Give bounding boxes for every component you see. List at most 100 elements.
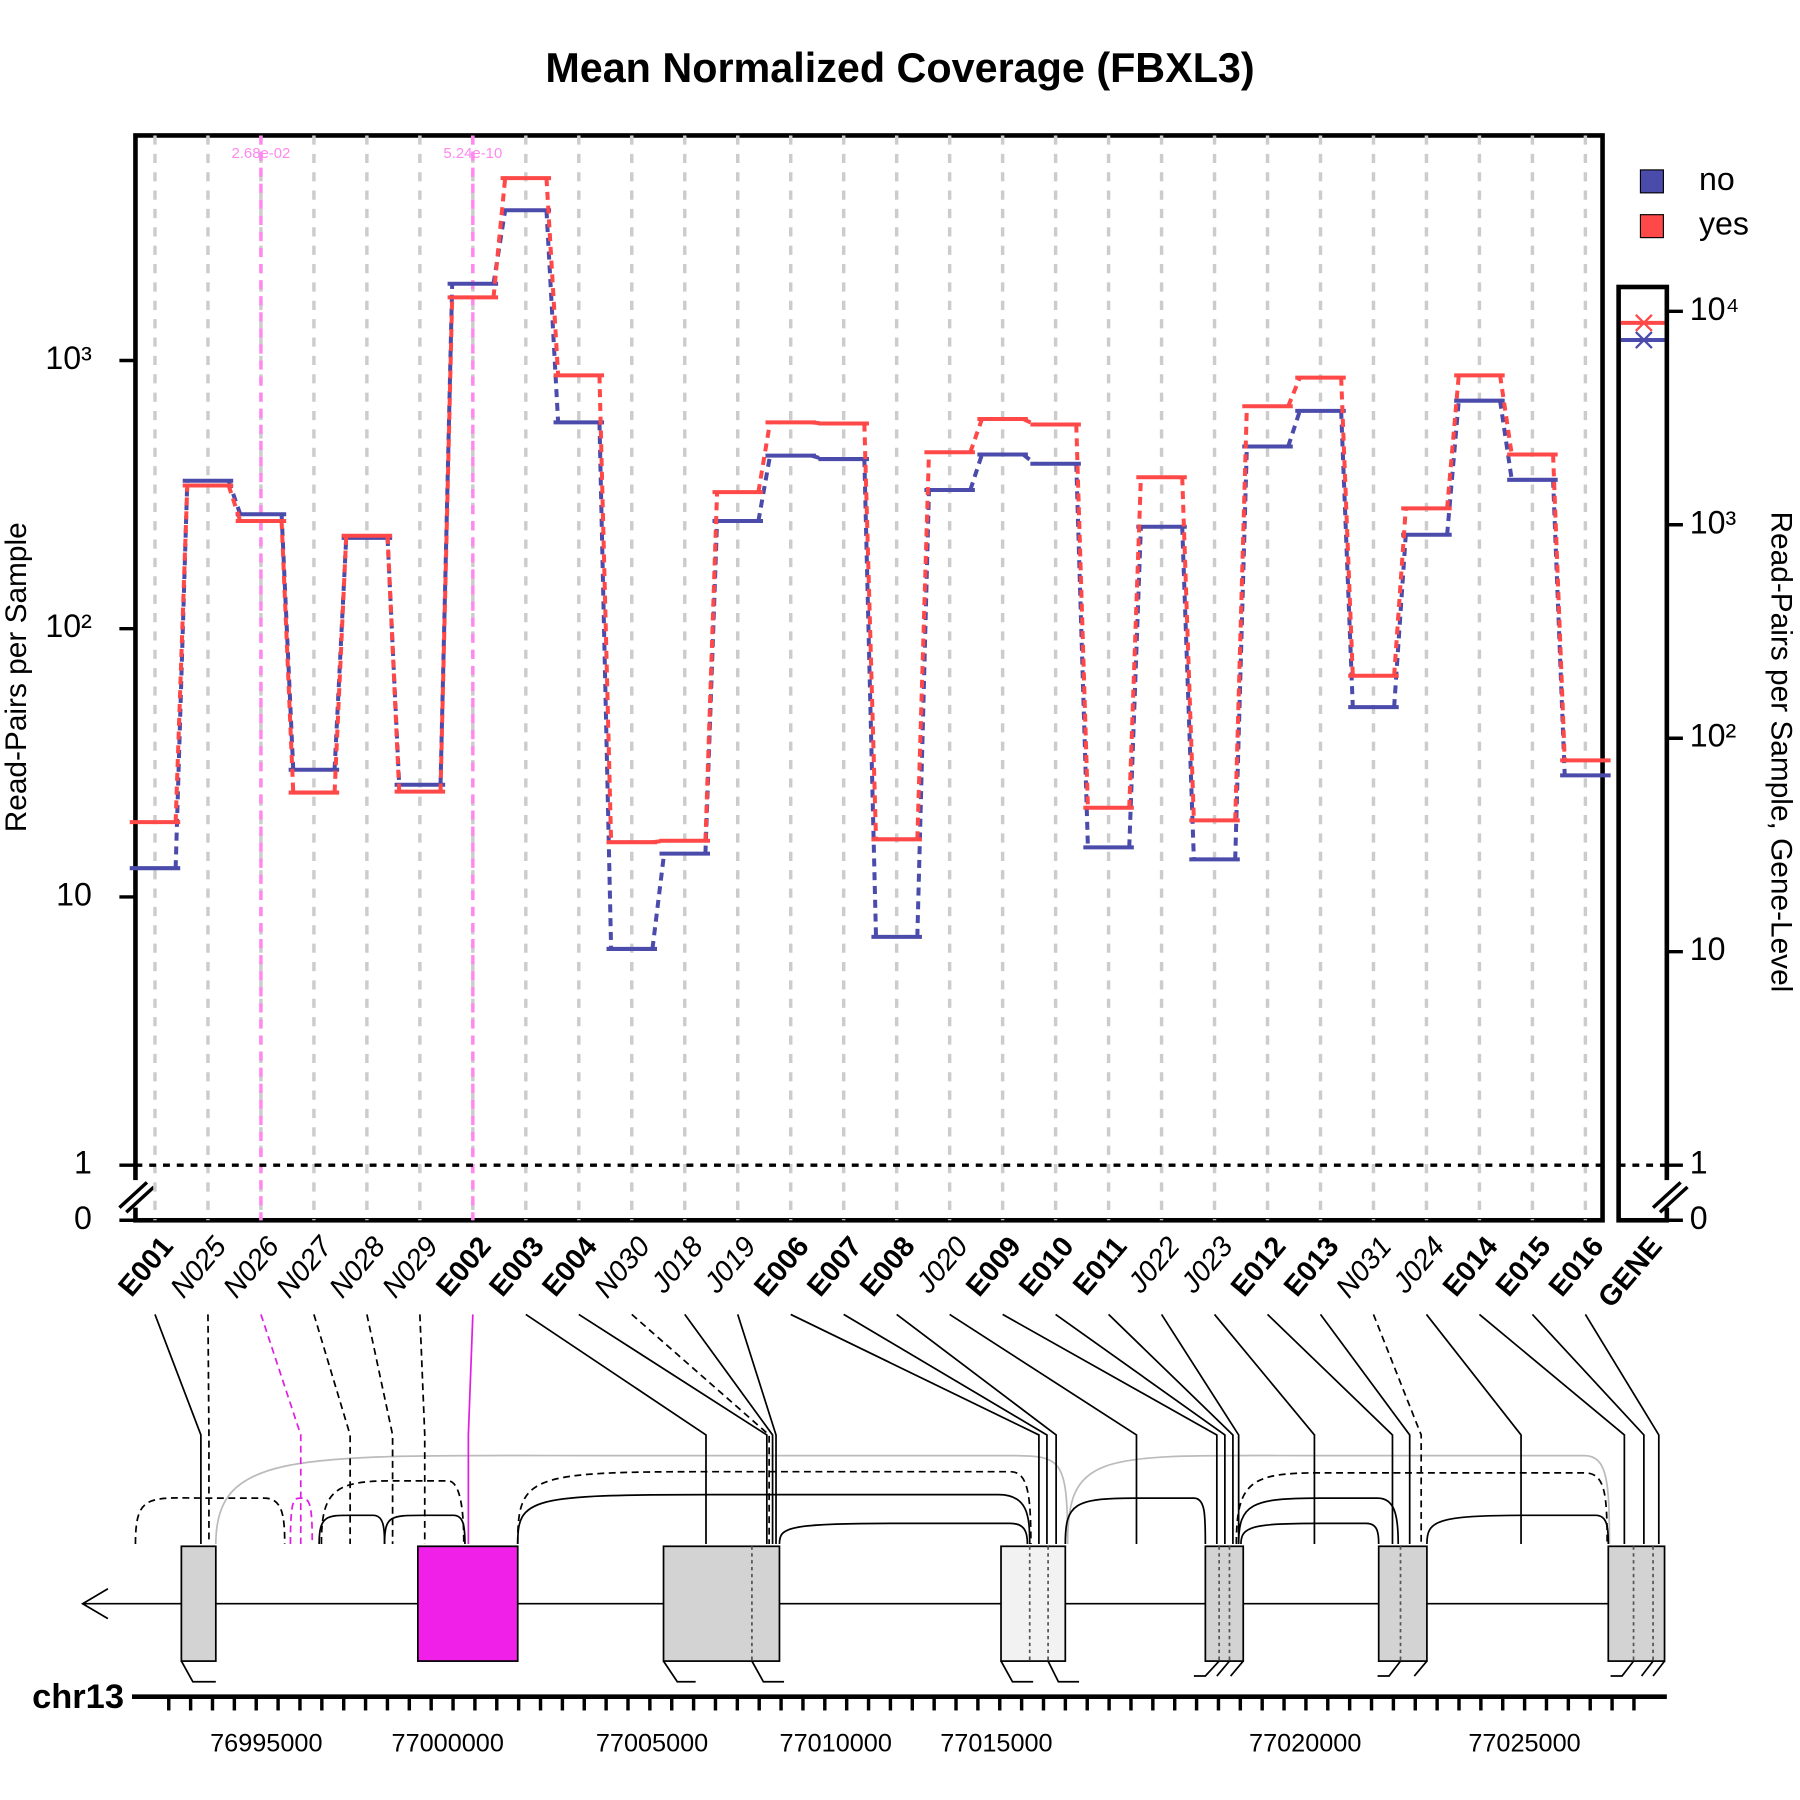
y-tick-label: 10³ [45, 340, 92, 376]
y-tick-label: 10² [45, 608, 92, 644]
step-connector [1445, 400, 1461, 535]
step-connector [650, 853, 667, 950]
step-connector [968, 418, 984, 453]
x-tick-label: N027 [270, 1230, 339, 1304]
genome-tick-label: 76995000 [210, 1730, 322, 1758]
step-connector [1286, 410, 1302, 448]
step-connector [544, 210, 561, 423]
x-tick-label: E006 [748, 1231, 816, 1303]
x-tick-label: E002 [430, 1231, 498, 1303]
annotation-label: 2.68e-02 [232, 145, 291, 162]
genome-tick-label: 77020000 [1249, 1730, 1361, 1758]
step-connector [544, 177, 561, 376]
legend-swatch [1639, 214, 1664, 239]
feature-connector [419, 1314, 426, 1545]
step-connector [1392, 508, 1408, 676]
legend-label: no [1699, 161, 1735, 197]
x-tick-label: J019 [698, 1231, 763, 1300]
step-connector [1074, 424, 1090, 808]
feature-connector [1584, 1313, 1660, 1545]
feature-connector [1478, 1313, 1626, 1545]
step-connector [811, 420, 824, 426]
x-tick-label: N029 [376, 1231, 445, 1304]
feature-connector [684, 1313, 774, 1545]
y-tick-label: 0 [74, 1200, 92, 1236]
step-connector [1180, 477, 1196, 821]
x-tick-label: J024 [1386, 1231, 1451, 1300]
gene-model [80, 1454, 1666, 1683]
step-connector [862, 423, 879, 840]
gene-level-marker [1635, 331, 1653, 349]
feature-connector [1107, 1313, 1234, 1545]
y2-tick-label: 10⁴ [1690, 291, 1740, 327]
feature-connector [949, 1313, 1138, 1545]
annotation-label: 5.24e-10 [443, 145, 502, 162]
x-tick-label: N028 [323, 1231, 392, 1304]
feature-connector [736, 1314, 777, 1545]
y2-tick-label: 10² [1690, 718, 1737, 754]
step-connector [1022, 452, 1037, 466]
step-connector [1498, 400, 1514, 481]
legend-swatch [1639, 169, 1664, 194]
step-connector [279, 514, 296, 770]
feature-connector [1055, 1313, 1226, 1545]
step-connector [915, 489, 931, 937]
feature-connector [154, 1314, 202, 1545]
step-connector [332, 535, 349, 793]
x-tick-label: J023 [1174, 1231, 1239, 1300]
x-tick-label: E009 [960, 1231, 1028, 1303]
x-tick-label: J020 [909, 1231, 974, 1300]
genome-tick-label: 77025000 [1468, 1730, 1580, 1758]
x-tick-label: E008 [854, 1231, 922, 1303]
chart-title: Mean Normalized Coverage (FBXL3) [545, 45, 1254, 91]
y-axis-label: Read-Pairs per Sample [0, 522, 33, 832]
x-tick-label: E003 [483, 1231, 551, 1303]
feature-connector [1531, 1313, 1645, 1545]
x-tick-label: E012 [1225, 1231, 1293, 1303]
step-connector [915, 452, 931, 840]
x-tick-label: N030 [588, 1231, 657, 1304]
feature-connector [1425, 1313, 1522, 1545]
feature-connector [1213, 1313, 1316, 1545]
x-tick-label: E011 [1067, 1231, 1134, 1302]
step-connector [862, 459, 879, 937]
gene-level-marker [1635, 314, 1653, 332]
x-tick-label: E015 [1490, 1231, 1558, 1303]
axis-break [118, 1180, 1689, 1214]
feature-connector [843, 1313, 1048, 1545]
step-connector [1180, 526, 1196, 860]
step-connector [597, 375, 614, 843]
feature-connector [207, 1314, 210, 1545]
x-tick-label: E004 [536, 1231, 604, 1303]
feature-connector [1266, 1313, 1394, 1545]
feature-connector [631, 1313, 770, 1545]
feature-connector [260, 1314, 302, 1545]
genome-tick-label: 77005000 [596, 1730, 708, 1758]
x-tick-label: N031 [1330, 1231, 1399, 1304]
plot-frame [133, 133, 1605, 1223]
step-connector [703, 492, 720, 841]
y2-tick-label: 0 [1690, 1200, 1708, 1236]
step-connector [756, 421, 773, 493]
feature-connector [467, 1314, 474, 1545]
y2-axis-label: Read-Pairs per Sample, Gene-Level [1764, 512, 1797, 993]
step-connector [1233, 406, 1249, 821]
feature-connector [1319, 1313, 1411, 1545]
step-connector [1551, 454, 1567, 761]
x-tick-label: GENE [1592, 1231, 1669, 1314]
x-tick-label: E013 [1278, 1231, 1346, 1303]
step-connector [491, 177, 508, 298]
step-connector [279, 520, 296, 793]
step-connector [1286, 376, 1302, 408]
genome-axis-label: chr13 [32, 1678, 124, 1716]
step-connector [810, 453, 824, 461]
feature-connector [366, 1314, 394, 1545]
feature-connector [1002, 1313, 1218, 1545]
genome-tick-label: 77010000 [780, 1730, 892, 1758]
x-tick-label: E001 [112, 1231, 180, 1303]
step-connector [1022, 417, 1036, 427]
step-connector [491, 209, 508, 285]
x-tick-label: E007 [801, 1231, 869, 1303]
feature-connector [578, 1313, 768, 1545]
